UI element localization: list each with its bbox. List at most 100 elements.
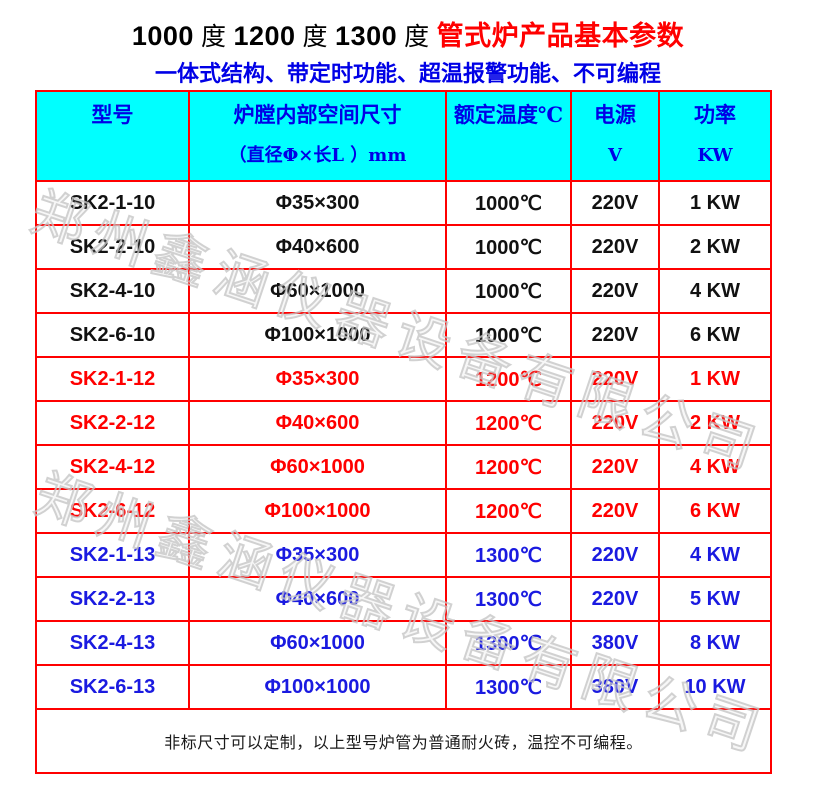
table-row: SK2-6-10 Φ100×1000 1000℃ 220V 6 KW: [35, 312, 772, 358]
title-temp-3: 1300 度: [335, 21, 437, 51]
table-row: SK2-1-13 Φ35×300 1300℃ 220V 4 KW: [35, 532, 772, 578]
cell-temp: 1300℃: [445, 620, 572, 666]
table-row: SK2-2-12 Φ40×600 1200℃ 220V 2 KW: [35, 400, 772, 446]
cell-temp: 1000℃: [445, 180, 572, 226]
table-row: SK2-2-10 Φ40×600 1000℃ 220V 2 KW: [35, 224, 772, 270]
spec-table: 型号 炉膛内部空间尺寸 （直径Φ×长L ）mm 额定温度℃ 电源 V 功率: [35, 90, 772, 774]
cell-voltage: 220V: [570, 532, 660, 578]
column-header-voltage: 电源 V: [570, 90, 660, 182]
column-header-model: 型号: [35, 90, 190, 182]
table-row: SK2-2-13 Φ40×600 1300℃ 220V 5 KW: [35, 576, 772, 622]
cell-voltage: 220V: [570, 224, 660, 270]
cell-temp: 1300℃: [445, 532, 572, 578]
table-row: SK2-4-10 Φ60×1000 1000℃ 220V 4 KW: [35, 268, 772, 314]
cell-voltage: 380V: [570, 620, 660, 666]
header-row: 型号 炉膛内部空间尺寸 （直径Φ×长L ）mm 额定温度℃ 电源 V 功率: [35, 90, 772, 182]
title-temp-2-unit: 度: [302, 22, 329, 51]
title-temp-3-unit: 度: [404, 22, 430, 51]
cell-temp: 1000℃: [445, 268, 572, 314]
column-header-power-sub: KW: [697, 145, 733, 166]
table-row: SK2-1-10 Φ35×300 1000℃ 220V 1 KW: [35, 180, 772, 226]
column-header-temp-sub: [448, 136, 569, 179]
cell-model: SK2-4-12: [35, 444, 190, 490]
title-temp-2: 1200 度: [233, 21, 335, 51]
cell-size: Φ35×300: [188, 532, 447, 578]
cell-voltage: 220V: [570, 400, 660, 446]
cell-model: SK2-2-10: [35, 224, 190, 270]
table-row: SK2-1-12 Φ35×300 1200℃ 220V 1 KW: [35, 356, 772, 402]
cell-power: 8 KW: [658, 620, 772, 666]
cell-model: SK2-6-10: [35, 312, 190, 358]
footer-note: 非标尺寸可以定制，以上型号炉管为普通耐火砖，温控不可编程。: [35, 708, 772, 774]
cell-model: SK2-2-13: [35, 576, 190, 622]
cell-voltage: 220V: [570, 444, 660, 490]
title-temp-2-value: 1200: [233, 21, 296, 51]
cell-temp: 1000℃: [445, 312, 572, 358]
column-header-size-label: 炉膛内部空间尺寸: [233, 102, 402, 127]
cell-power: 10 KW: [658, 664, 772, 710]
cell-model: SK2-2-12: [35, 400, 190, 446]
cell-size: Φ60×1000: [188, 444, 447, 490]
cell-model: SK2-4-13: [35, 620, 190, 666]
cell-power: 6 KW: [658, 488, 772, 534]
column-header-power-label: 功率: [694, 102, 736, 127]
column-header-power: 功率 KW: [658, 90, 772, 182]
cell-temp: 1200℃: [445, 444, 572, 490]
cell-size: Φ40×600: [188, 576, 447, 622]
page-subtitle: 一体式结构、带定时功能、超温报警功能、不可编程: [154, 61, 661, 87]
title-temp-1-value: 1000: [131, 21, 194, 51]
title-product-name: 管式炉产品基本参数: [436, 21, 685, 52]
cell-size: Φ35×300: [188, 180, 447, 226]
cell-model: SK2-1-13: [35, 532, 190, 578]
cell-size: Φ60×1000: [188, 620, 447, 666]
table-row: SK2-6-12 Φ100×1000 1200℃ 220V 6 KW: [35, 488, 772, 534]
cell-size: Φ40×600: [188, 400, 447, 446]
cell-model: SK2-1-12: [35, 356, 190, 402]
cell-power: 6 KW: [658, 312, 772, 358]
cell-voltage: 220V: [570, 180, 660, 226]
cell-model: SK2-1-10: [35, 180, 190, 226]
cell-voltage: 220V: [570, 488, 660, 534]
cell-size: Φ60×1000: [188, 268, 447, 314]
cell-power: 4 KW: [658, 532, 772, 578]
cell-size: Φ100×1000: [188, 312, 447, 358]
page-title: 1000 度 1200 度 1300 度管式炉产品基本参数: [0, 14, 816, 53]
cell-power: 5 KW: [658, 576, 772, 622]
cell-temp: 1300℃: [445, 576, 572, 622]
title-temp-1: 1000 度: [132, 21, 234, 51]
cell-power: 4 KW: [658, 444, 772, 490]
column-header-voltage-sub: V: [608, 145, 622, 166]
table-row: SK2-6-13 Φ100×1000 1300℃ 380V 10 KW: [35, 664, 772, 710]
cell-size: Φ35×300: [188, 356, 447, 402]
cell-voltage: 220V: [570, 312, 660, 358]
column-header-size-sub: （直径Φ×长L ）mm: [228, 145, 407, 166]
cell-model: SK2-6-12: [35, 488, 190, 534]
cell-model: SK2-4-10: [35, 268, 190, 314]
cell-model: SK2-6-13: [35, 664, 190, 710]
table-row: SK2-4-12 Φ60×1000 1200℃ 220V 4 KW: [35, 444, 772, 490]
cell-size: Φ40×600: [188, 224, 447, 270]
column-header-size: 炉膛内部空间尺寸 （直径Φ×长L ）mm: [188, 90, 447, 182]
cell-temp: 1200℃: [445, 488, 572, 534]
cell-power: 1 KW: [658, 180, 772, 226]
cell-power: 1 KW: [658, 356, 772, 402]
cell-size: Φ100×1000: [188, 664, 447, 710]
footer-row: 非标尺寸可以定制，以上型号炉管为普通耐火砖，温控不可编程。: [35, 708, 772, 774]
column-header-voltage-label: 电源: [594, 102, 636, 127]
cell-temp: 1200℃: [445, 400, 572, 446]
cell-power: 2 KW: [658, 224, 772, 270]
cell-voltage: 220V: [570, 576, 660, 622]
column-header-temp-label: 额定温度℃: [453, 102, 564, 127]
cell-voltage: 220V: [570, 268, 660, 314]
cell-power: 4 KW: [658, 268, 772, 314]
cell-temp: 1200℃: [445, 356, 572, 402]
cell-temp: 1000℃: [445, 224, 572, 270]
title-temp-1-unit: 度: [200, 22, 227, 51]
cell-voltage: 220V: [570, 356, 660, 402]
cell-size: Φ100×1000: [188, 488, 447, 534]
table-row: SK2-4-13 Φ60×1000 1300℃ 380V 8 KW: [35, 620, 772, 666]
column-header-model-label: 型号: [91, 102, 134, 127]
cell-power: 2 KW: [658, 400, 772, 446]
column-header-temp: 额定温度℃: [445, 90, 572, 182]
